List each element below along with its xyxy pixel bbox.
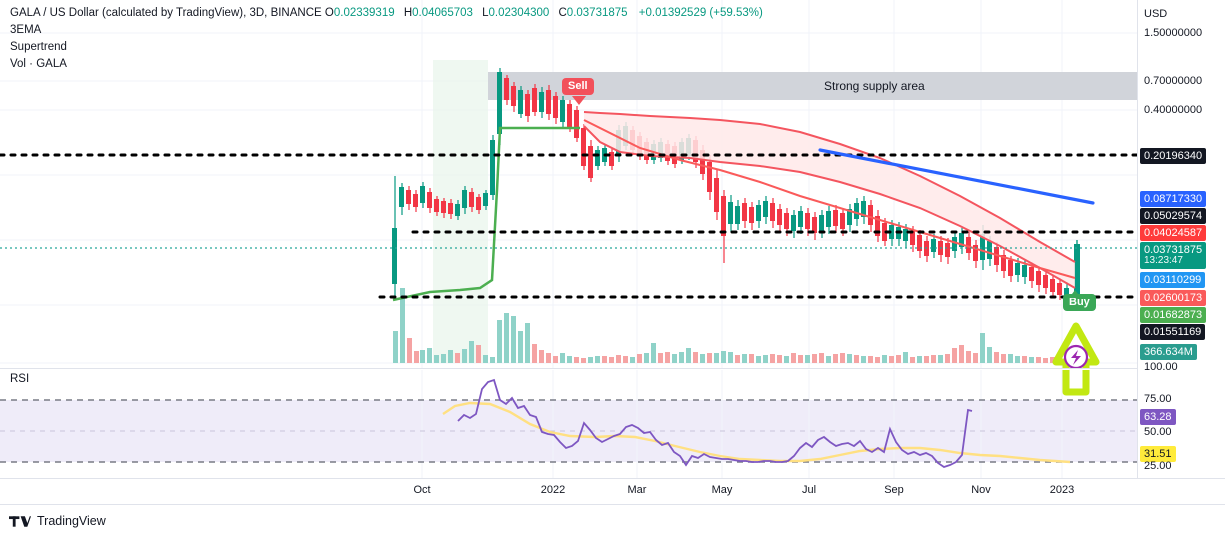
buy-marker[interactable]: Buy (1063, 294, 1096, 311)
last-price-badge[interactable]: 0.03731875 13:23:47 (1140, 242, 1207, 269)
descending-trendline (818, 148, 1095, 205)
supertrend-line-lower (583, 125, 1076, 289)
pane-separator-top (0, 368, 1225, 369)
time-tick-jul: Jul (801, 484, 817, 496)
rsi-pane[interactable]: RSI (0, 370, 1137, 478)
countdown-timer: 13:23:47 (1144, 255, 1183, 266)
time-tick-oct: Oct (413, 484, 431, 496)
rsi-ma-line (442, 401, 1071, 464)
sell-marker-tail (572, 96, 586, 105)
tradingview-brand[interactable]: TradingView (9, 514, 106, 528)
price-vertical-gridlines (421, 0, 1063, 368)
price-tick-1: 0.70000000 (1144, 75, 1203, 87)
strong-supply-area-rect (488, 72, 1137, 100)
buy-marker-tail (1069, 290, 1081, 298)
strong-supply-area-label: Strong supply area (824, 79, 925, 93)
price-scale-unit: USD (1144, 8, 1168, 20)
rsi-pane-title: RSI (10, 373, 30, 385)
rsi-tick-0: 100.00 (1144, 361, 1178, 373)
footer-bar: TradingView (0, 504, 1225, 538)
time-tick-sep: Sep (884, 484, 904, 496)
volume-bars (393, 288, 1076, 363)
tradingview-brand-label: TradingView (37, 514, 106, 528)
rsi-tick-3: 25.00 (1144, 460, 1172, 472)
time-tick-mar: Mar (627, 484, 647, 496)
last-price-value: 0.03731875 (1144, 244, 1203, 256)
time-tick-2023: 2023 (1049, 484, 1075, 496)
time-axis[interactable]: Oct 2022 Mar May Jul Sep Nov 2023 (0, 478, 1137, 504)
time-tick-nov: Nov (971, 484, 991, 496)
buy-arrow-icon (1052, 322, 1100, 368)
rsi-tick-2: 50.00 (1144, 426, 1172, 438)
buy-arrow-stems-icon (1062, 370, 1090, 396)
rsi-vertical-gridlines (421, 370, 1063, 478)
rsi-line (457, 378, 973, 468)
ema2-price-badge[interactable]: 0.02600173 (1140, 290, 1207, 306)
rsi-chart-svg (0, 370, 1137, 478)
price-tick-0: 1.50000000 (1144, 27, 1203, 39)
time-tick-may: May (711, 484, 733, 496)
price-chart-svg (0, 0, 1137, 368)
ema-green-line (392, 126, 580, 302)
price-tick-2: 0.40000000 (1144, 104, 1203, 116)
rsi-value-badge[interactable]: 63.28 (1140, 409, 1176, 425)
resistance-price-badge[interactable]: 0.20196340 (1140, 148, 1207, 164)
ema-red-line (583, 119, 1076, 279)
rsi-ma-badge[interactable]: 31.51 (1140, 446, 1176, 462)
volume-badge[interactable]: 366.634M (1140, 344, 1197, 360)
support-price-badge[interactable]: 0.01551169 (1140, 324, 1206, 340)
price-pane[interactable]: Sell Buy Strong supply area (0, 0, 1137, 368)
rsi-tick-1: 75.00 (1144, 393, 1172, 405)
tradingview-logo-icon (9, 515, 31, 527)
level-price-badge[interactable]: 0.05029574 (1140, 208, 1207, 224)
time-tick-2022: 2022 (540, 484, 566, 496)
ema-price-badge[interactable]: 0.03110299 (1140, 272, 1206, 288)
candlesticks (392, 68, 1080, 302)
price-scale[interactable]: USD 1.50000000 0.70000000 0.40000000 0.2… (1137, 0, 1225, 478)
trendline-price-badge[interactable]: 0.08717330 (1140, 191, 1207, 207)
supertrend-line-upper (583, 111, 1076, 263)
sell-marker[interactable]: Sell (562, 78, 594, 95)
supertrend-price-badge[interactable]: 0.04024587 (1140, 225, 1207, 241)
ema3-price-badge[interactable]: 0.01682873 (1140, 307, 1207, 323)
